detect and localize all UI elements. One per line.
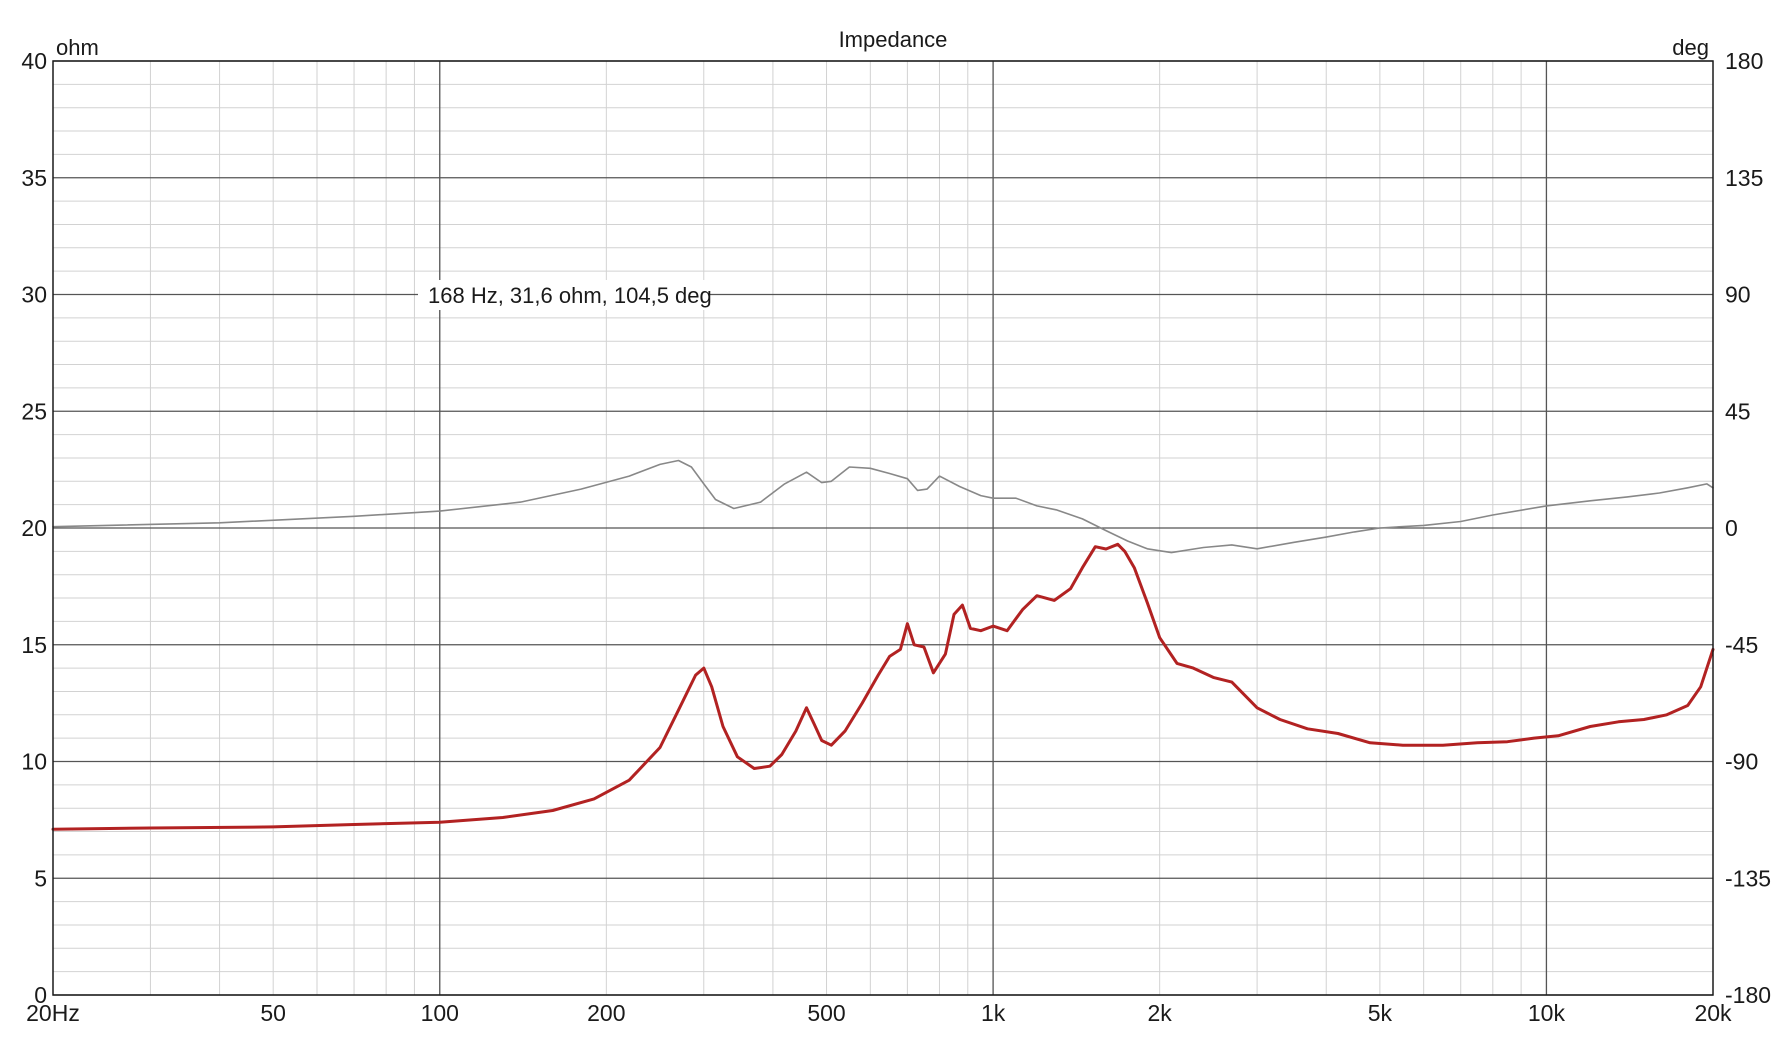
left-tick-label: 20 <box>21 515 47 541</box>
left-tick-label: 30 <box>21 282 47 308</box>
left-tick-label: 10 <box>21 749 47 775</box>
right-tick-label: 0 <box>1725 515 1738 541</box>
x-tick-label: 200 <box>587 1000 625 1026</box>
left-tick-label: 25 <box>21 398 47 424</box>
x-tick-label: 1k <box>981 1000 1006 1026</box>
cursor-readout-background <box>418 280 708 310</box>
left-tick-label: 0 <box>34 982 47 1008</box>
chart-title: Impedance <box>839 27 948 52</box>
magnitude-series-line <box>51 542 1715 831</box>
x-tick-label: 10k <box>1528 1000 1566 1026</box>
phase-series-line <box>52 459 1714 554</box>
x-tick-label: 20Hz <box>26 1000 80 1026</box>
right-tick-label: -45 <box>1725 632 1758 658</box>
left-tick-label: 5 <box>34 865 47 891</box>
left-tick-label: 40 <box>21 48 47 74</box>
left-axis-unit: ohm <box>56 35 99 60</box>
right-axis-unit: deg <box>1672 35 1709 60</box>
x-tick-label: 2k <box>1148 1000 1173 1026</box>
x-tick-label: 5k <box>1368 1000 1393 1026</box>
x-axis-ticks: 20Hz 50 100 200 500 1k 2k 5k 10k 20k <box>26 1000 1732 1026</box>
plot-frame <box>52 60 1714 996</box>
left-tick-label: 35 <box>21 165 47 191</box>
right-tick-label: 45 <box>1725 398 1751 424</box>
right-tick-label: 90 <box>1725 282 1751 308</box>
x-tick-label: 50 <box>260 1000 286 1026</box>
right-tick-label: -90 <box>1725 749 1758 775</box>
x-tick-label: 500 <box>807 1000 845 1026</box>
right-tick-label: 135 <box>1725 165 1763 191</box>
cursor-readout-layer: 168 Hz, 31,6 ohm, 104,5 deg <box>418 280 712 310</box>
x-tick-label: 100 <box>421 1000 459 1026</box>
left-axis-ticks: 0 5 10 15 20 25 30 35 40 <box>21 48 47 1008</box>
cursor-readout: 168 Hz, 31,6 ohm, 104,5 deg <box>428 283 712 308</box>
x-tick-label: 20k <box>1694 1000 1732 1026</box>
series-layer <box>51 459 1715 831</box>
right-tick-label: -180 <box>1725 982 1771 1008</box>
right-axis-ticks: -180 -135 -90 -45 0 45 90 135 180 <box>1725 48 1771 1008</box>
right-tick-label: -135 <box>1725 865 1771 891</box>
left-tick-label: 15 <box>21 632 47 658</box>
right-tick-label: 180 <box>1725 48 1763 74</box>
